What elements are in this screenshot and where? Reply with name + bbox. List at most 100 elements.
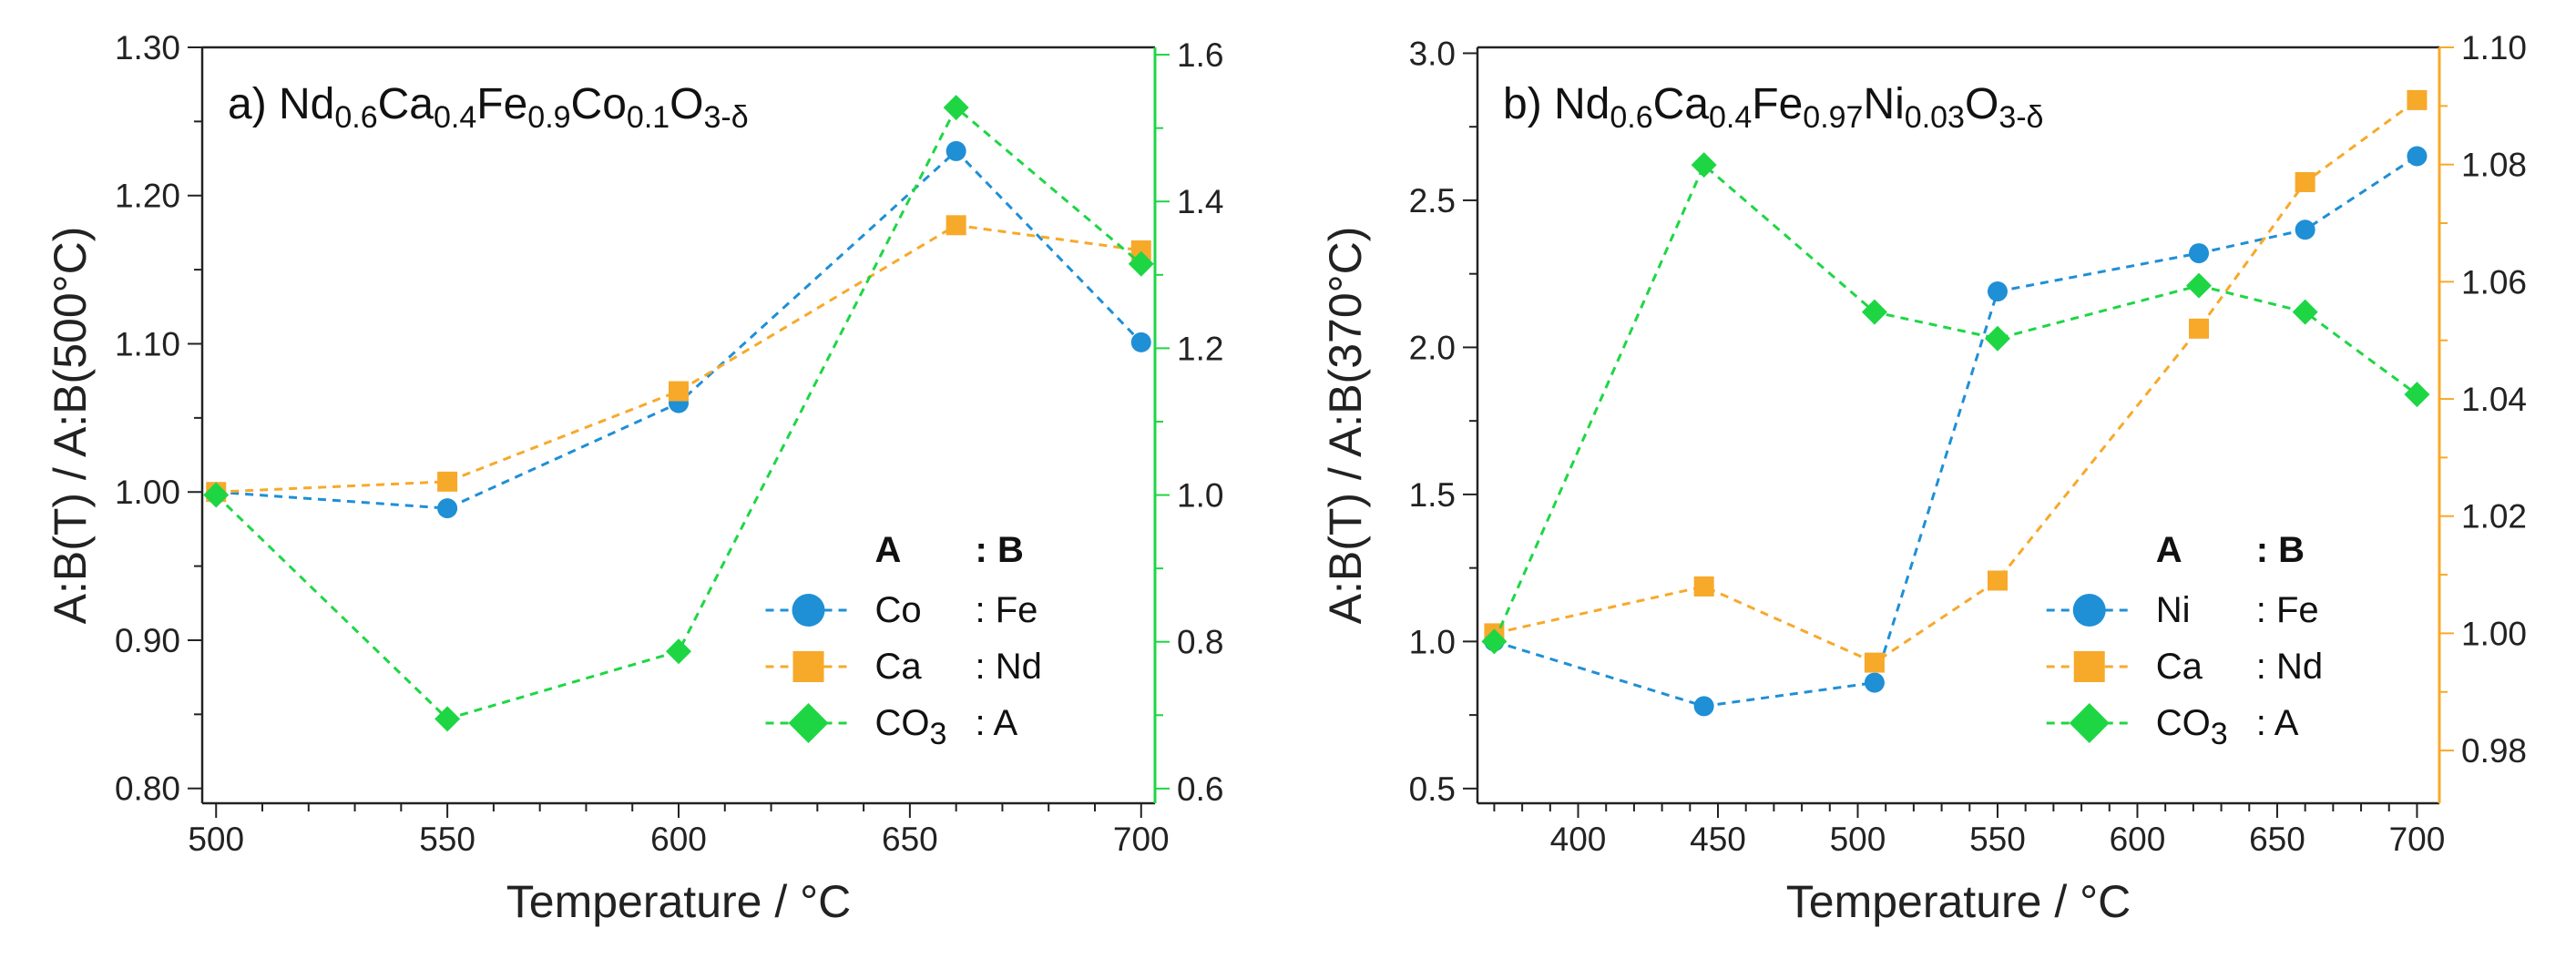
panel-a: 500 550 600 650 700 0.80 0.90 1.00 1.10 1.20 1.30 0… <box>45 29 1223 927</box>
x-tick-label: 400 <box>1550 821 1607 858</box>
legend-header-a: A <box>875 530 902 570</box>
title-text: O <box>1965 80 1998 128</box>
data-point-ni <box>2407 146 2428 167</box>
x-tick-label: 650 <box>2249 821 2305 858</box>
title-text: Ca <box>378 80 434 128</box>
data-point-co3 <box>666 638 691 665</box>
data-point-co3 <box>2404 382 2430 408</box>
title-text: Co <box>571 80 627 128</box>
data-point-co <box>1130 332 1151 352</box>
title-subscript: 0.03 <box>1905 100 1965 135</box>
y-tick-label: 1.10 <box>115 325 180 362</box>
y2-tick-label: 1.4 <box>1177 183 1223 220</box>
y2-tick-label: 1.2 <box>1177 330 1223 367</box>
legend-label-b: : Fe <box>2256 590 2319 630</box>
data-point-co3 <box>434 706 461 732</box>
data-point-co3 <box>2292 299 2318 325</box>
x-tick-label: 600 <box>650 821 707 858</box>
data-point-ca <box>437 471 458 492</box>
data-point-ca <box>1864 652 1885 673</box>
y-tick-label: 1.30 <box>115 29 180 66</box>
y2-tick-label: 1.0 <box>1177 477 1223 515</box>
data-point-co3 <box>1861 299 1887 325</box>
data-point-ni <box>1693 696 1714 717</box>
y2-tick-label: 0.8 <box>1177 624 1223 661</box>
data-point-co3 <box>2186 272 2212 299</box>
title-subscript: 3-δ <box>1998 100 2043 135</box>
y2-tick-label: 1.10 <box>2461 29 2527 66</box>
data-point-co3 <box>1481 628 1508 655</box>
x-tick-label: 550 <box>419 821 475 858</box>
y2-tick-label: 1.08 <box>2461 147 2527 184</box>
title-subscript: 0.4 <box>1709 100 1752 135</box>
title-text: a) Nd <box>228 80 334 128</box>
data-point-ca <box>2295 171 2315 192</box>
x-tick-label: 700 <box>1113 821 1170 858</box>
title-subscript: 0.9 <box>527 100 570 135</box>
data-point-co <box>437 498 458 519</box>
legend-label-a-text: CO <box>875 703 930 743</box>
title-text: Ni <box>1863 80 1904 128</box>
x-axis-label: Temperature / °C <box>506 876 851 927</box>
y-tick-label: 0.5 <box>1409 770 1456 808</box>
data-point-co3 <box>1984 325 2010 352</box>
x-axis-label: Temperature / °C <box>1786 876 2131 927</box>
y-tick-label: 2.5 <box>1409 182 1456 219</box>
y-tick-label: 1.00 <box>115 474 180 511</box>
panel-title: b) Nd0.6Ca0.4Fe0.97Ni0.03O3-δ <box>1503 80 2044 135</box>
legend-label-a: Ca <box>2156 647 2203 687</box>
y-axis-label: A:B(T) / A:B(500°C) <box>45 227 96 625</box>
x-tick-label: 650 <box>882 821 938 858</box>
data-point-ni <box>2295 219 2315 240</box>
legend-label-b: : Nd <box>2256 647 2323 687</box>
legend-label-a: CO3 <box>875 703 947 751</box>
x-tick-label: 450 <box>1690 821 1746 858</box>
legend-label-a: Co <box>875 590 922 630</box>
legend-label-b: : Fe <box>976 590 1038 630</box>
legend-marker <box>792 651 824 682</box>
data-point-ca <box>669 381 689 402</box>
legend-header-b: : B <box>2256 530 2305 570</box>
legend-label-a-text: CO <box>2156 703 2211 743</box>
y-tick-label: 2.0 <box>1409 329 1456 366</box>
series-line-co3 <box>215 105 1142 721</box>
legend-marker <box>2072 594 2106 627</box>
data-point-ni <box>1864 672 1885 693</box>
legend-label-b: : Nd <box>976 647 1042 687</box>
title-subscript: 0.97 <box>1803 100 1863 135</box>
title-subscript: 0.6 <box>334 100 377 135</box>
y2-tick-label: 1.06 <box>2461 263 2527 301</box>
x-tick-label: 600 <box>2110 821 2166 858</box>
panel-b: 400 450 500 550 600 650 700 0.5 1.0 1.5 2.0 2.5 3.0 0… <box>1320 29 2527 927</box>
legend-label-a-text: Ni <box>2156 590 2191 630</box>
legend-label-b: : A <box>976 703 1018 743</box>
panel-title: a) Nd0.6Ca0.4Fe0.9Co0.1O3-δ <box>228 80 749 135</box>
y-tick-label: 3.0 <box>1409 35 1456 72</box>
data-point-ni <box>2189 243 2209 264</box>
data-point-co3 <box>1691 152 1717 178</box>
y-tick-label: 1.5 <box>1409 476 1456 514</box>
y2-tick-label: 1.04 <box>2461 381 2527 418</box>
title-text: Ca <box>1653 80 1710 128</box>
data-point-ca <box>2407 89 2428 110</box>
y-tick-label: 0.90 <box>115 622 180 659</box>
legend-marker <box>788 703 829 743</box>
legend-header-b: : B <box>976 530 1024 570</box>
title-subscript: 0.6 <box>1610 100 1652 135</box>
legend-marker <box>792 594 825 627</box>
x-tick-label: 500 <box>188 821 244 858</box>
y-tick-label: 1.0 <box>1409 623 1456 660</box>
legend-marker <box>2073 651 2105 682</box>
y2-tick-label: 0.98 <box>2461 732 2527 770</box>
title-subscript: 0.1 <box>627 100 670 135</box>
title-text: b) Nd <box>1503 80 1610 128</box>
data-point-co3 <box>203 482 230 508</box>
legend-label-a: CO3 <box>2156 703 2228 751</box>
data-point-co3 <box>1128 250 1154 277</box>
y2-tick-label: 1.00 <box>2461 615 2527 652</box>
title-text: Fe <box>1752 80 1803 128</box>
series-line-ca <box>1494 98 2418 665</box>
y2-tick-label: 0.6 <box>1177 770 1223 808</box>
title-text: Fe <box>476 80 527 128</box>
